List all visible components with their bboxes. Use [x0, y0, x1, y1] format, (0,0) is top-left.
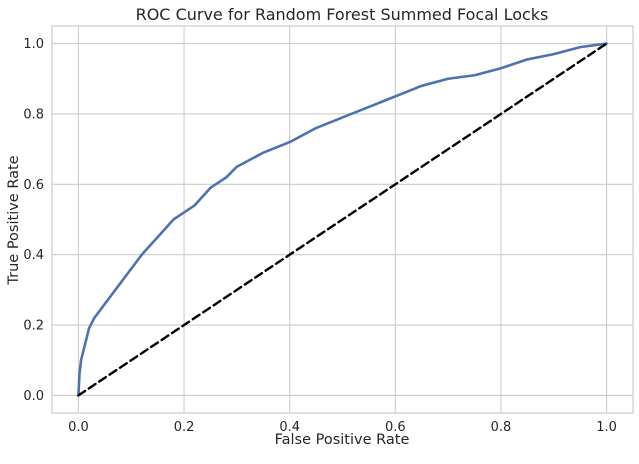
- x-tick-label: 1.0: [596, 420, 617, 435]
- x-tick-label: 0.8: [491, 420, 512, 435]
- roc-curve-line: [77, 42, 608, 397]
- y-tick-labels: 0.0 0.2 0.4 0.6 0.8 1.0: [23, 37, 44, 404]
- chart-title: ROC Curve for Random Forest Summed Focal…: [136, 5, 549, 24]
- y-axis-label: True Positive Rate: [6, 155, 22, 285]
- grid-lines: [52, 26, 633, 413]
- x-axis-label: False Positive Rate: [275, 432, 410, 448]
- y-tick-label: 0.8: [23, 107, 44, 122]
- x-tick-label: 0.0: [68, 420, 89, 435]
- y-tick-label: 0.6: [23, 178, 44, 193]
- chance-diagonal-line: [77, 42, 608, 397]
- series-layer: [77, 42, 608, 397]
- y-tick-label: 0.2: [23, 319, 44, 334]
- y-tick-label: 0.4: [23, 248, 44, 263]
- x-tick-label: 0.6: [385, 420, 406, 435]
- y-tick-label: 0.0: [23, 389, 44, 404]
- x-tick-labels: 0.0 0.2 0.4 0.6 0.8 1.0: [68, 420, 617, 435]
- x-tick-label: 0.4: [279, 420, 300, 435]
- plot-frame: [51, 25, 634, 414]
- y-tick-label: 1.0: [23, 37, 44, 52]
- x-tick-label: 0.2: [174, 420, 195, 435]
